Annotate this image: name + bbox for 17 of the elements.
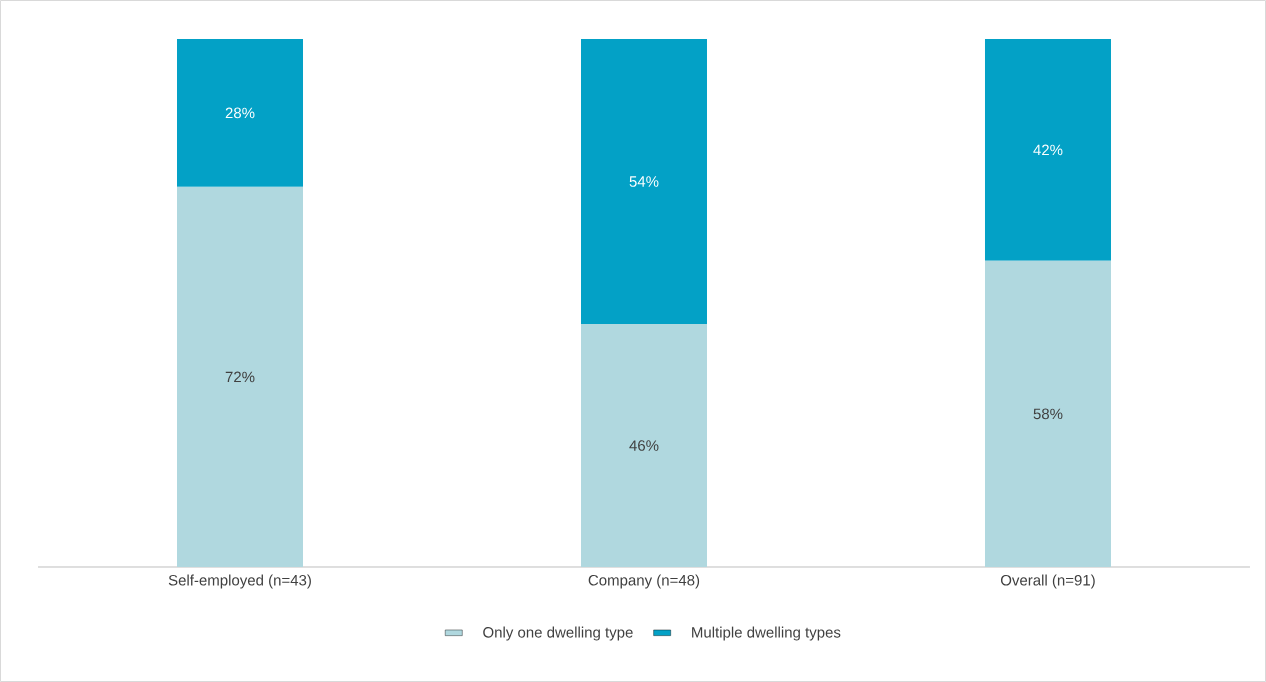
- bar: [984, 38, 1111, 261]
- bar: [177, 186, 304, 567]
- x-tick-label: Overall (n=91): [1000, 574, 1095, 589]
- bar: [177, 38, 304, 187]
- data-label: 46%: [629, 440, 659, 451]
- data-label: 54%: [629, 176, 659, 187]
- bar: [984, 260, 1111, 567]
- data-label: 58%: [1033, 408, 1063, 420]
- data-label: 42%: [1033, 144, 1063, 156]
- bar: [581, 38, 707, 325]
- data-label: 28%: [225, 107, 255, 119]
- legend-label: Multiple dwelling types: [692, 626, 841, 641]
- legend-label: Only one dwelling type: [483, 626, 633, 641]
- data-label: 72%: [225, 371, 255, 383]
- bar: [581, 324, 707, 567]
- x-tick-label: Self-employed (n=43): [168, 574, 311, 589]
- x-tick-label: Company (n=48): [588, 574, 700, 589]
